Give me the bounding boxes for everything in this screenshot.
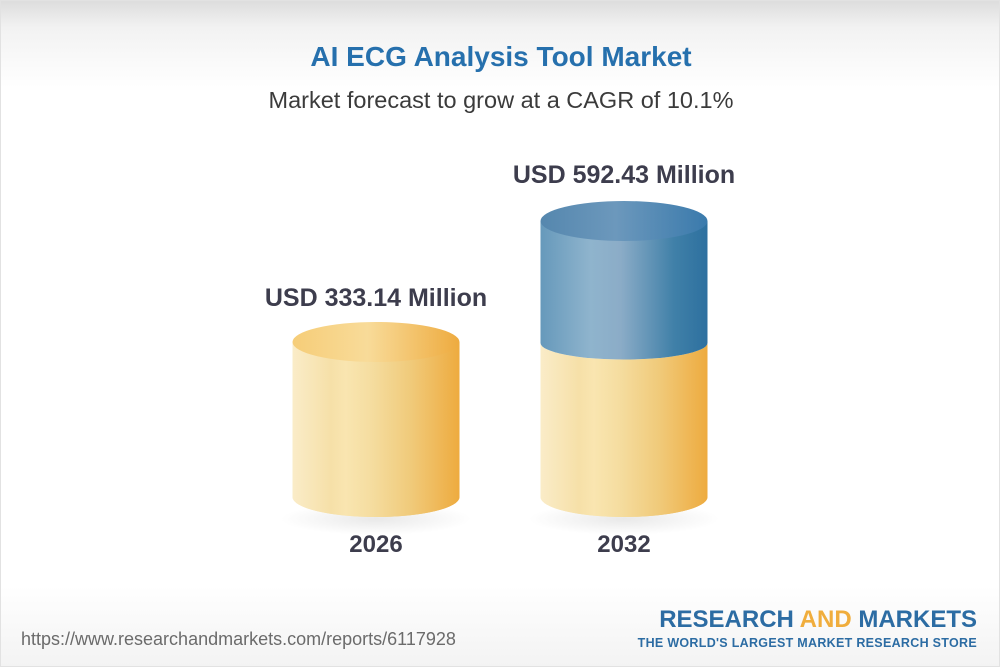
svg-text:RESEARCH AND MARKETS: RESEARCH AND MARKETS: [659, 607, 977, 633]
svg-text:THE WORLD'S LARGEST MARKET RES: THE WORLD'S LARGEST MARKET RESEARCH STOR…: [638, 636, 977, 650]
